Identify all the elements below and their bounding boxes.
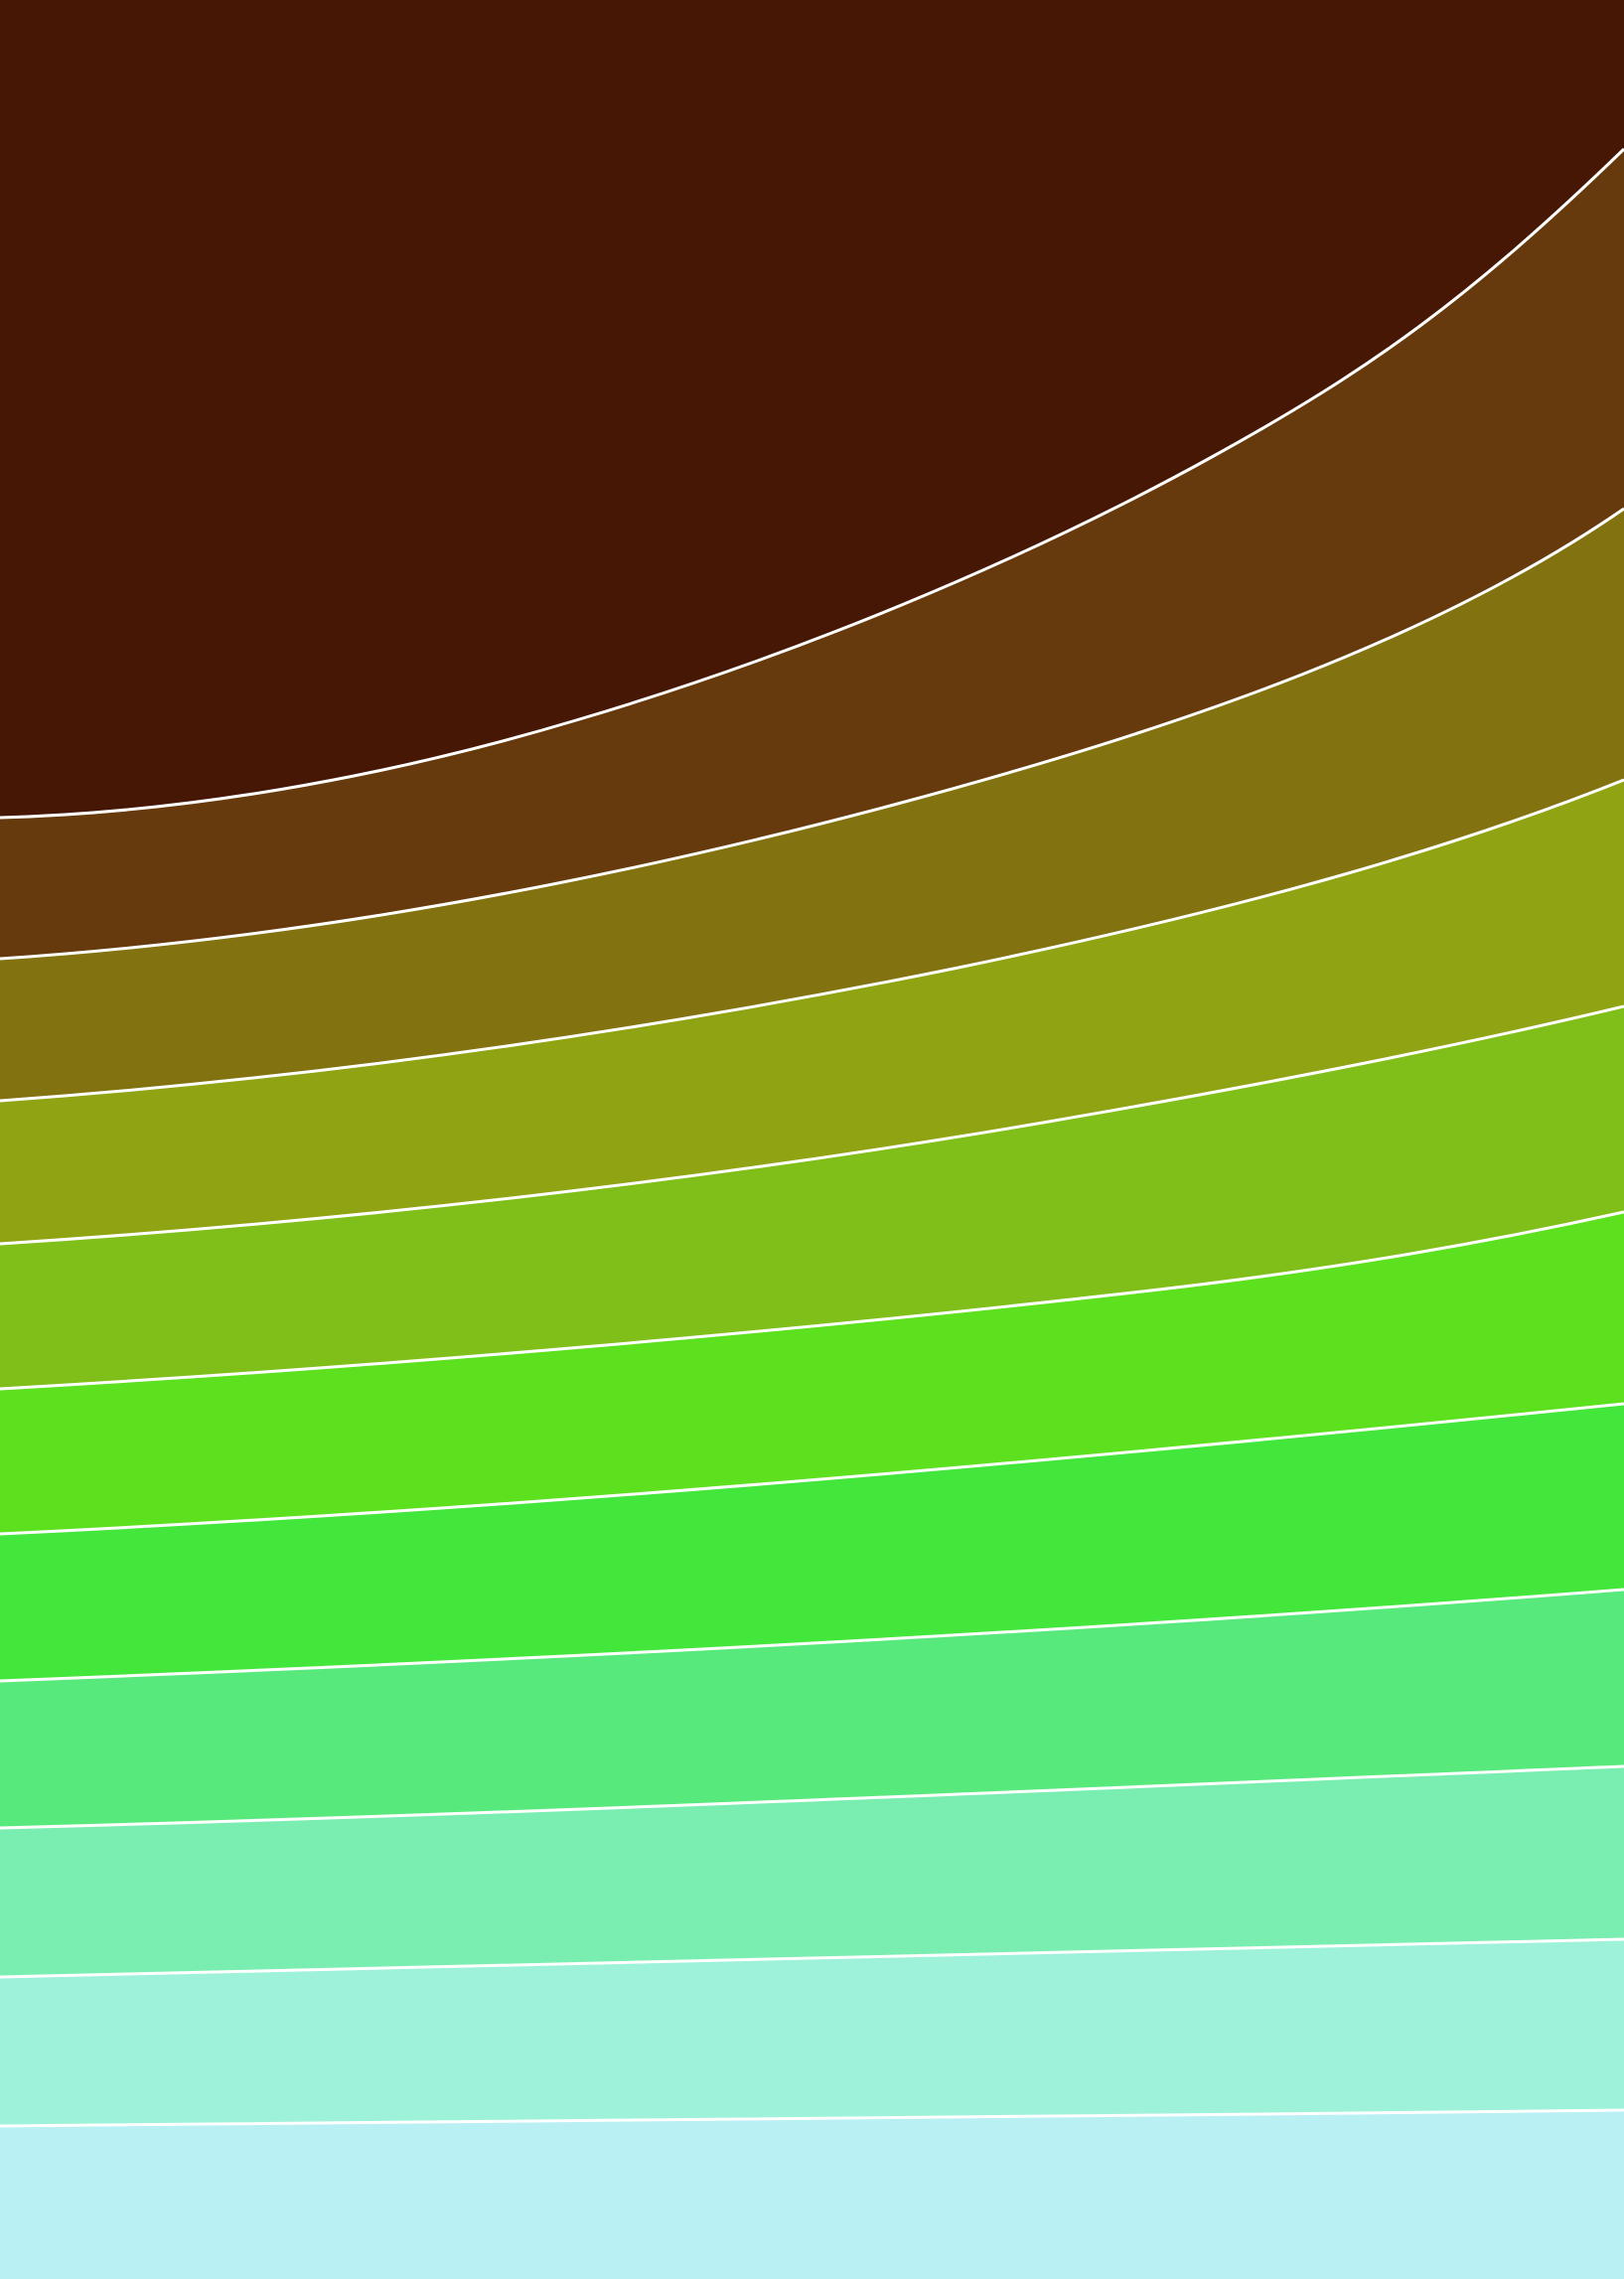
divider-line (0, 507, 1624, 961)
band-11 (0, 2110, 1624, 2279)
divider-line (0, 1402, 1624, 1536)
divider-line (0, 1004, 1624, 1246)
dividers-layer (0, 147, 1624, 2128)
divider-line (0, 2108, 1624, 2128)
divider-line (0, 1937, 1624, 1979)
divider-line (0, 1210, 1624, 1391)
divider-line (0, 1764, 1624, 1830)
divider-line (0, 147, 1624, 820)
divider-line (0, 778, 1624, 1103)
divider-line (0, 1588, 1624, 1683)
